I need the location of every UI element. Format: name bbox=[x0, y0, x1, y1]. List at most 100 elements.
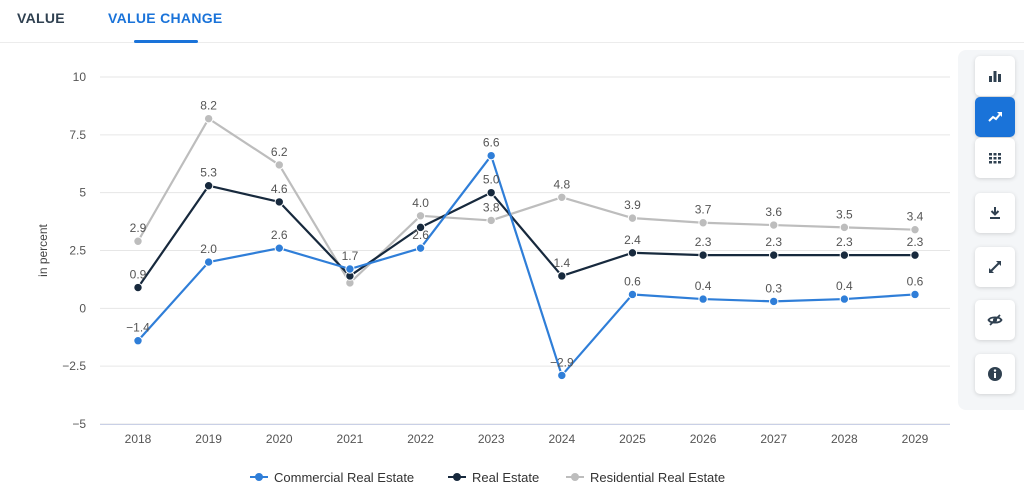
data-point[interactable] bbox=[910, 224, 920, 235]
data-label: 5.0 bbox=[483, 173, 500, 187]
data-label: 2.6 bbox=[412, 228, 429, 242]
data-label: 3.8 bbox=[483, 200, 500, 214]
x-tick-label: 2027 bbox=[760, 432, 787, 446]
info-icon bbox=[987, 366, 1003, 382]
x-tick-label: 2019 bbox=[195, 432, 222, 446]
fullscreen-button[interactable] bbox=[975, 247, 1015, 287]
data-label: 8.2 bbox=[200, 99, 217, 113]
data-point[interactable] bbox=[839, 250, 850, 260]
x-tick-label: 2025 bbox=[619, 432, 646, 446]
data-point[interactable] bbox=[486, 215, 496, 226]
x-tick-label: 2026 bbox=[690, 432, 717, 446]
data-point[interactable] bbox=[698, 294, 708, 304]
hide-eye-button[interactable] bbox=[975, 300, 1015, 340]
data-point[interactable] bbox=[486, 187, 496, 198]
x-tick-label: 2022 bbox=[407, 432, 434, 446]
data-label: 2.6 bbox=[271, 228, 288, 242]
data-label: 2.3 bbox=[836, 235, 853, 249]
x-tick-label: 2024 bbox=[548, 432, 575, 446]
series-line bbox=[137, 184, 915, 289]
data-point[interactable] bbox=[557, 271, 567, 281]
data-point[interactable] bbox=[133, 236, 143, 246]
data-point[interactable] bbox=[627, 289, 638, 300]
tab-bar: VALUE VALUE CHANGE bbox=[0, 0, 1024, 43]
data-point[interactable] bbox=[557, 192, 567, 202]
data-point[interactable] bbox=[698, 218, 708, 228]
legend-label: Real Estate bbox=[472, 469, 540, 485]
data-label: 3.7 bbox=[695, 203, 712, 217]
data-label: 2.4 bbox=[624, 233, 641, 247]
data-point[interactable] bbox=[274, 160, 284, 170]
active-tab-indicator bbox=[134, 40, 198, 43]
data-label: 2.3 bbox=[695, 235, 712, 249]
data-point[interactable] bbox=[769, 250, 779, 260]
data-point[interactable] bbox=[203, 113, 214, 124]
data-label: 3.5 bbox=[836, 207, 853, 221]
data-label: 0.4 bbox=[695, 279, 712, 293]
table-grid-button[interactable] bbox=[975, 138, 1015, 178]
data-point[interactable] bbox=[415, 222, 426, 233]
hide-eye-icon bbox=[987, 312, 1003, 328]
chart-axes: 10 7.5 5 2.5 0 −2.5 −5 2018 2019 2020 2021 2022 2023… bbox=[36, 70, 950, 446]
data-point[interactable] bbox=[910, 289, 920, 300]
line-chart: 10 7.5 5 2.5 0 −2.5 −5 2018 2019 2020 2021 2022 2023… bbox=[36, 70, 950, 446]
data-label: 2.3 bbox=[765, 235, 782, 249]
data-label: 3.9 bbox=[624, 198, 641, 212]
data-point[interactable] bbox=[769, 296, 779, 307]
data-point[interactable] bbox=[627, 248, 638, 258]
data-point[interactable] bbox=[839, 294, 850, 304]
x-tick-label: 2018 bbox=[125, 432, 152, 446]
data-point[interactable] bbox=[415, 243, 426, 253]
fullscreen-icon bbox=[987, 259, 1003, 275]
data-point[interactable] bbox=[203, 257, 214, 267]
y-tick-label: 7.5 bbox=[69, 128, 86, 142]
data-point[interactable] bbox=[415, 211, 426, 221]
data-label: 3.4 bbox=[907, 210, 924, 224]
legend-item[interactable]: Commercial Real Estate bbox=[250, 466, 414, 488]
chart-grid bbox=[100, 76, 950, 425]
data-label: 6.2 bbox=[271, 145, 288, 159]
legend-item[interactable]: Residential Real Estate bbox=[566, 466, 725, 488]
data-point[interactable] bbox=[133, 282, 143, 293]
data-label: −2.9 bbox=[550, 355, 574, 369]
data-point[interactable] bbox=[769, 220, 779, 230]
data-point[interactable] bbox=[698, 250, 708, 260]
legend-label: Residential Real Estate bbox=[590, 469, 726, 485]
y-tick-label: 0 bbox=[79, 301, 86, 315]
x-tick-label: 2021 bbox=[337, 432, 364, 446]
data-point[interactable] bbox=[557, 370, 567, 381]
data-label: 4.0 bbox=[412, 196, 429, 210]
legend-label: Commercial Real Estate bbox=[274, 469, 415, 485]
data-point[interactable] bbox=[839, 222, 850, 233]
x-tick-label: 2029 bbox=[902, 432, 929, 446]
data-label: 0.4 bbox=[836, 279, 853, 293]
data-point[interactable] bbox=[274, 243, 284, 253]
legend-item[interactable]: Real Estate bbox=[448, 466, 539, 488]
data-point[interactable] bbox=[274, 197, 284, 207]
bar-chart-button[interactable] bbox=[975, 56, 1015, 96]
data-point[interactable] bbox=[133, 336, 143, 346]
data-label: 4.6 bbox=[271, 182, 288, 196]
y-tick-label: −5 bbox=[72, 417, 86, 431]
data-label: 2.3 bbox=[907, 235, 924, 249]
data-point[interactable] bbox=[910, 250, 920, 260]
tab-value[interactable]: VALUE bbox=[17, 10, 65, 26]
download-button[interactable] bbox=[975, 193, 1015, 233]
data-label: 2.9 bbox=[130, 221, 147, 235]
trend-line-icon bbox=[987, 109, 1003, 125]
tab-value-change[interactable]: VALUE CHANGE bbox=[108, 10, 223, 26]
data-label: 0.6 bbox=[907, 274, 924, 288]
data-label: 0.3 bbox=[765, 281, 782, 295]
y-axis-title: in percent bbox=[36, 223, 50, 276]
data-point[interactable] bbox=[627, 213, 638, 223]
trend-line-button[interactable] bbox=[975, 97, 1015, 137]
table-grid-icon bbox=[987, 150, 1003, 166]
data-point[interactable] bbox=[203, 181, 214, 191]
data-point[interactable] bbox=[345, 264, 355, 274]
data-point[interactable] bbox=[486, 150, 496, 161]
info-button[interactable] bbox=[975, 354, 1015, 394]
legend-marker bbox=[250, 471, 268, 483]
data-label: 5.3 bbox=[200, 166, 217, 180]
x-tick-label: 2020 bbox=[266, 432, 293, 446]
data-label: 3.6 bbox=[765, 205, 782, 219]
